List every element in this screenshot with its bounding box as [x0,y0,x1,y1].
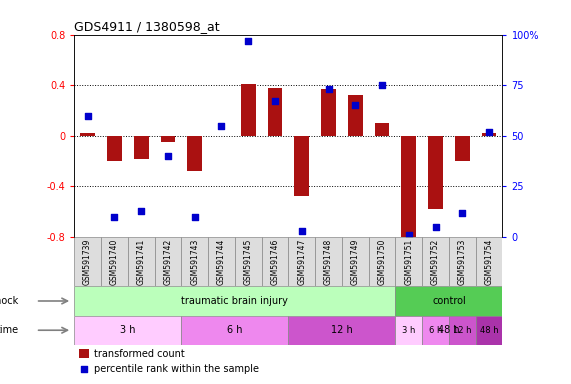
Point [431,224,440,230]
Bar [187,136,202,171]
Bar [79,349,89,358]
Text: GSM591754: GSM591754 [485,238,493,285]
Bar [288,316,395,345]
Point [110,214,119,220]
Bar [134,136,148,159]
Text: 6 h: 6 h [227,325,243,335]
Text: GSM591749: GSM591749 [351,238,360,285]
Bar [342,237,369,286]
Text: 3 h: 3 h [402,326,416,335]
Bar [288,237,315,286]
Bar [208,237,235,286]
Bar [235,237,262,286]
Text: GSM591752: GSM591752 [431,238,440,285]
Point [485,129,494,135]
Bar [182,237,208,286]
Bar [395,316,502,345]
Text: GSM591741: GSM591741 [136,238,146,285]
Point [324,86,333,92]
Text: traumatic brain injury: traumatic brain injury [182,296,288,306]
Bar [422,316,449,345]
Bar [395,316,422,345]
Bar [401,136,416,240]
Bar [428,136,443,209]
Bar [315,237,342,286]
Bar [101,237,128,286]
Bar [321,89,336,136]
Text: 48 h: 48 h [480,326,498,335]
Bar [449,316,476,345]
Text: time: time [0,325,19,335]
Bar [74,316,182,345]
Text: GSM591746: GSM591746 [271,238,279,285]
Text: shock: shock [0,296,19,306]
Point [404,232,413,238]
Text: 3 h: 3 h [120,325,135,335]
Bar [375,123,389,136]
Bar [155,237,182,286]
Point [244,38,253,44]
Point [351,102,360,108]
Bar [348,95,363,136]
Point [190,214,199,220]
Point [79,366,88,372]
Bar [449,237,476,286]
Bar [182,316,288,345]
Text: GSM591740: GSM591740 [110,238,119,285]
Text: transformed count: transformed count [94,349,184,359]
Text: GSM591747: GSM591747 [297,238,306,285]
Bar [482,133,496,136]
Bar [262,237,288,286]
Text: GSM591744: GSM591744 [217,238,226,285]
Text: GSM591743: GSM591743 [190,238,199,285]
Bar [422,237,449,286]
Text: GSM591751: GSM591751 [404,238,413,285]
Bar [81,133,95,136]
Bar [395,237,422,286]
Bar [455,136,470,161]
Bar [107,136,122,161]
Text: GDS4911 / 1380598_at: GDS4911 / 1380598_at [74,20,220,33]
Bar [369,237,395,286]
Bar [295,136,309,197]
Text: GSM591745: GSM591745 [244,238,253,285]
Text: GSM591753: GSM591753 [458,238,467,285]
Point [377,82,387,88]
Bar [160,136,175,142]
Point [83,113,92,119]
Bar [476,237,502,286]
Text: GSM591748: GSM591748 [324,238,333,285]
Text: 48 h: 48 h [438,325,460,335]
Bar [74,237,101,286]
Text: GSM591742: GSM591742 [163,238,172,285]
Bar [395,286,502,316]
Text: GSM591750: GSM591750 [377,238,387,285]
Text: control: control [432,296,466,306]
Bar [128,237,155,286]
Point [271,98,280,104]
Point [297,228,306,234]
Text: percentile rank within the sample: percentile rank within the sample [94,364,259,374]
Point [217,122,226,129]
Point [458,210,467,216]
Text: 12 h: 12 h [453,326,472,335]
Point [163,153,172,159]
Text: 6 h: 6 h [429,326,443,335]
Text: 12 h: 12 h [331,325,353,335]
Bar [476,316,502,345]
Bar [268,88,282,136]
Bar [74,286,395,316]
Point [136,207,146,214]
Text: GSM591739: GSM591739 [83,238,92,285]
Bar [241,84,256,136]
